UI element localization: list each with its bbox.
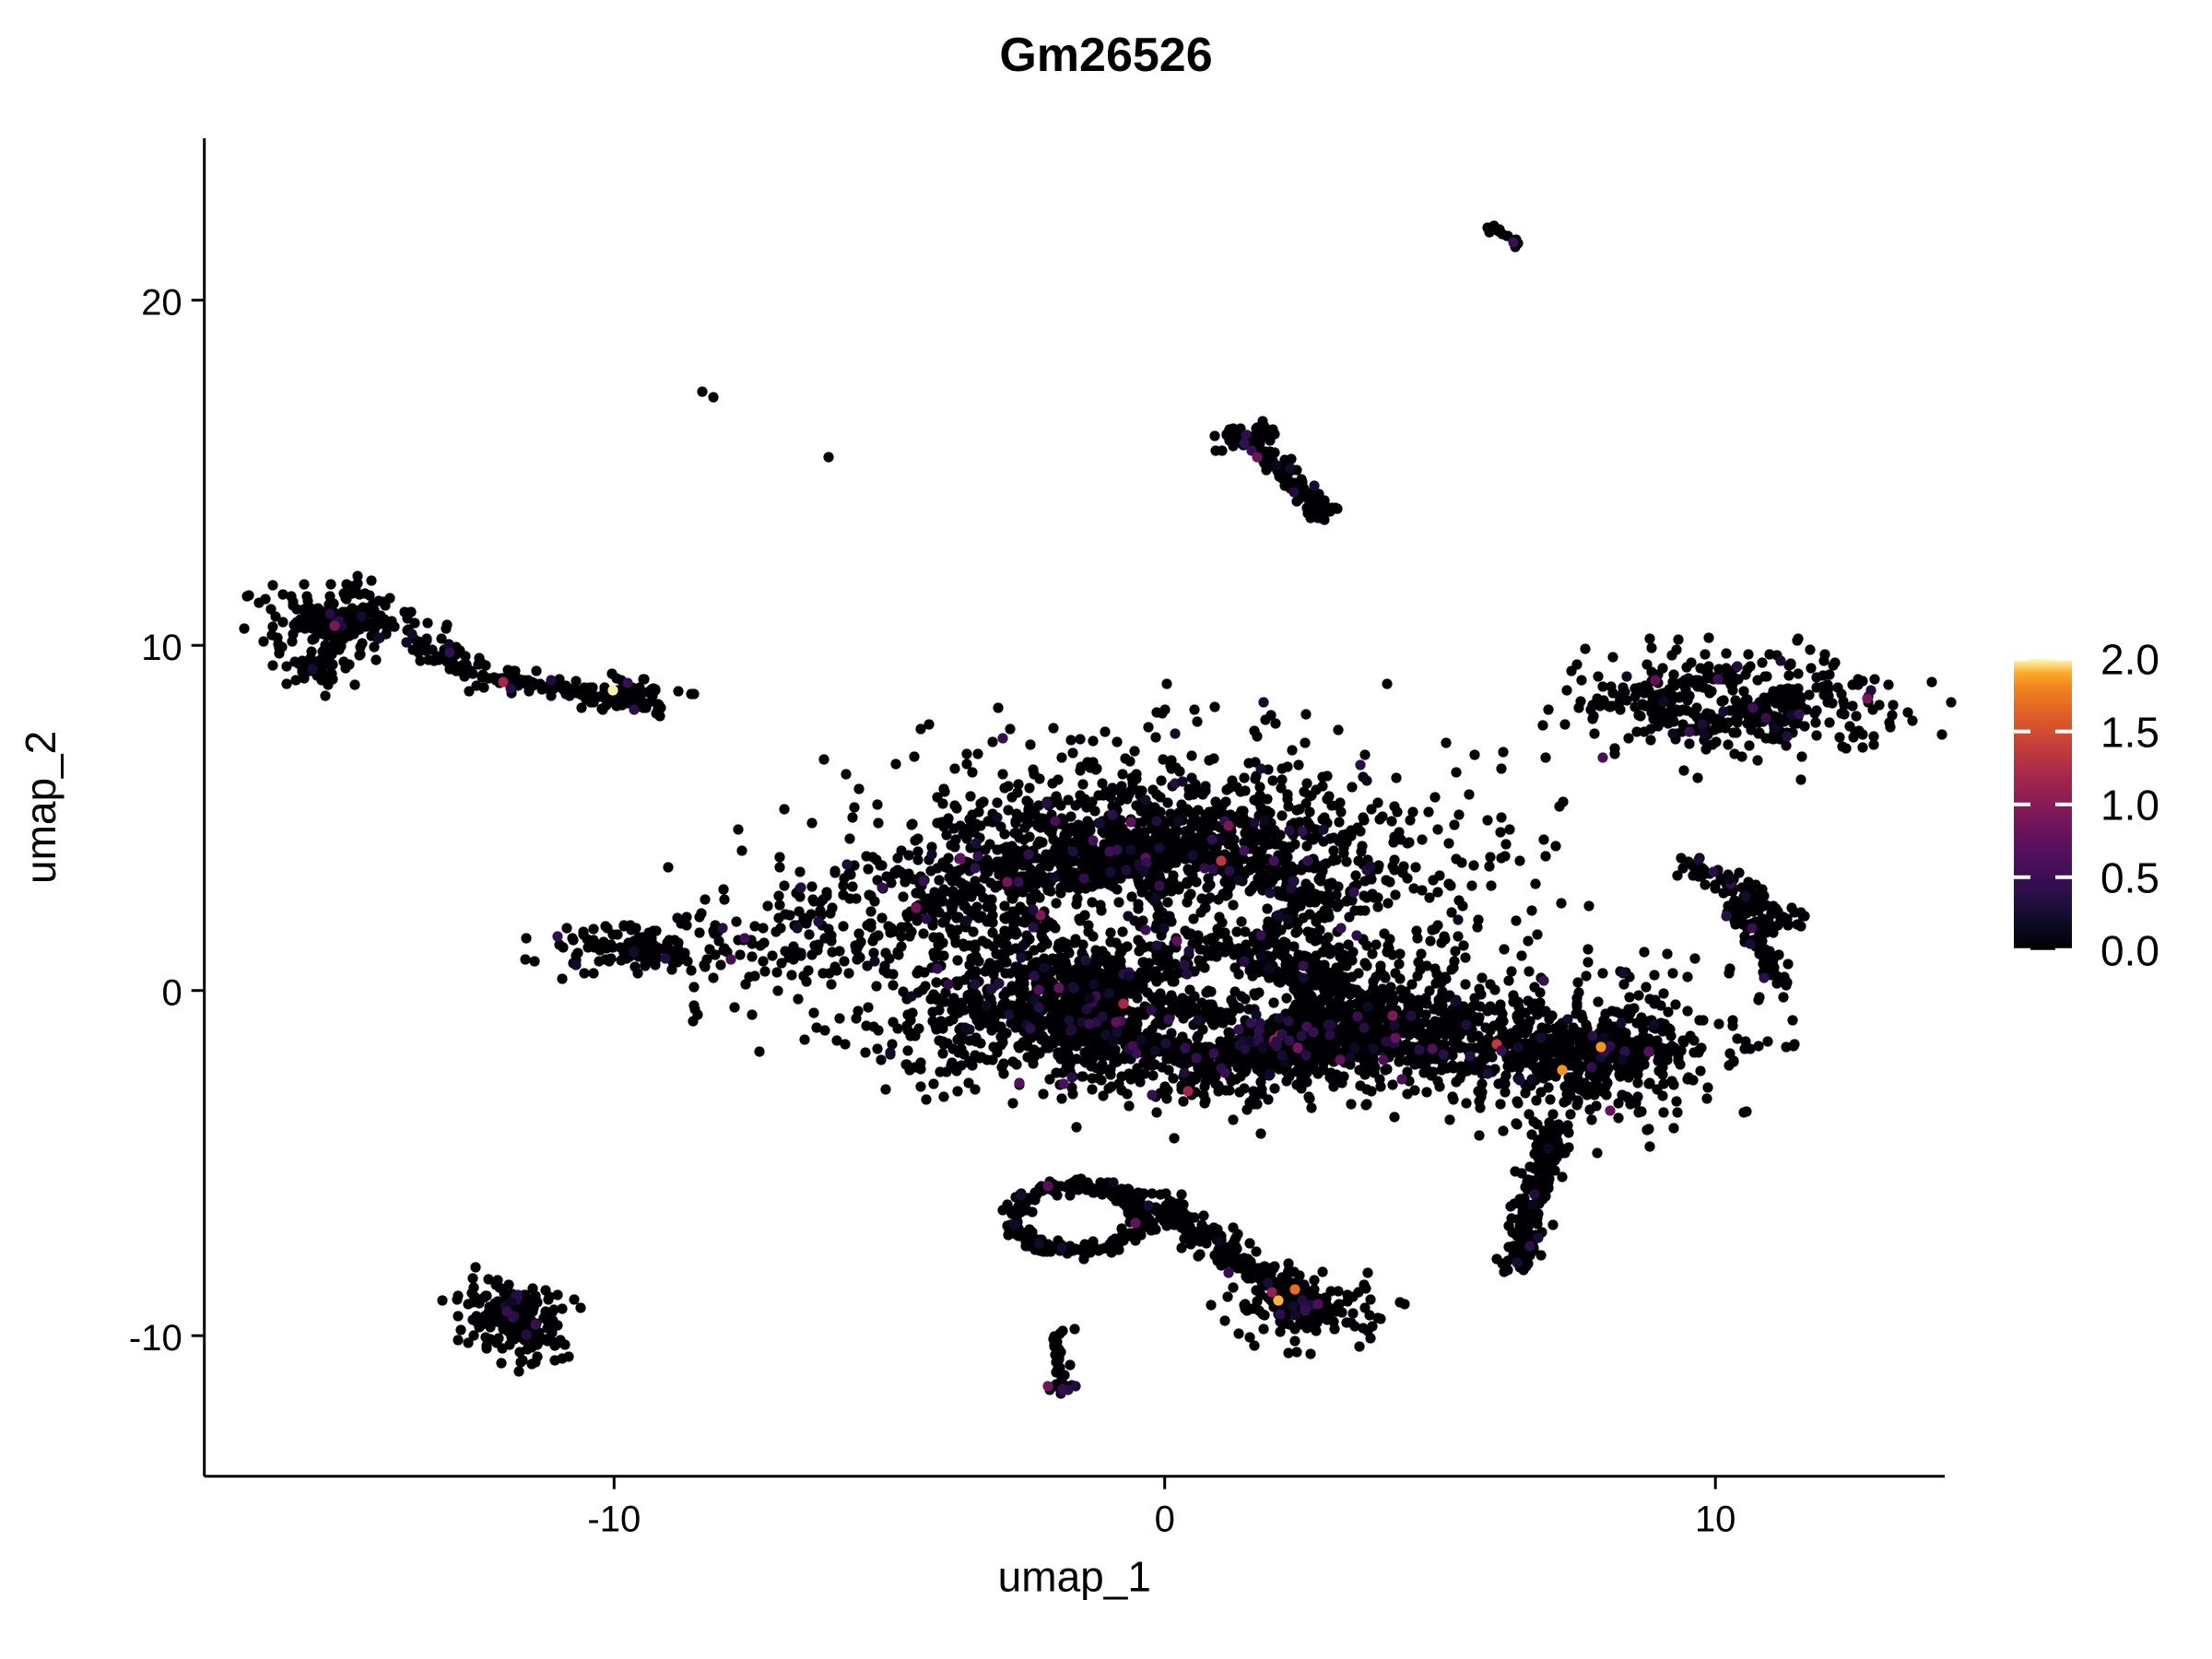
svg-text:0: 0 [1155, 1500, 1175, 1540]
svg-text:10: 10 [141, 628, 182, 668]
svg-text:-10: -10 [587, 1500, 641, 1540]
svg-text:-10: -10 [129, 1318, 182, 1359]
svg-text:20: 20 [141, 283, 182, 324]
svg-text:0: 0 [161, 973, 182, 1014]
svg-text:10: 10 [1695, 1500, 1736, 1540]
svg-text:umap_1: umap_1 [998, 1553, 1151, 1601]
svg-text:umap_2: umap_2 [17, 731, 65, 884]
